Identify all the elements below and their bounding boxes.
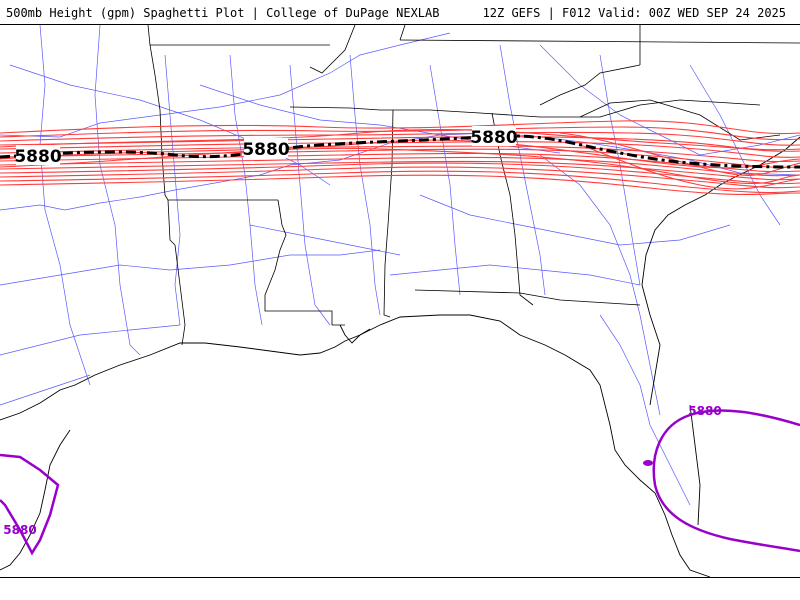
plot-title: 500mb Height (gpm) Spaghetti Plot | Coll…	[6, 6, 440, 20]
map-panel: 5880 5880 5880 5880 5880	[0, 24, 800, 578]
ensemble-mean-contour	[0, 134, 800, 169]
highway-network	[0, 25, 800, 506]
purple-5880-contours	[0, 409, 800, 556]
texas-contour-label: 5880	[3, 523, 36, 537]
ensemble-member-contours	[0, 120, 800, 196]
contour-labels: 5880 5880 5880 5880 5880	[3, 126, 722, 537]
florida-contour-label: 5880	[688, 404, 721, 418]
state-boundaries	[147, 25, 800, 346]
mean-label-west: 5880	[14, 147, 61, 167]
mean-label-east: 5880	[470, 128, 517, 148]
coastline	[0, 136, 800, 577]
header: 500mb Height (gpm) Spaghetti Plot | Coll…	[0, 0, 800, 24]
mean-label-central: 5880	[242, 140, 289, 160]
model-run-info: 12Z GEFS | F012 Valid: 00Z WED SEP 24 20…	[482, 6, 786, 20]
